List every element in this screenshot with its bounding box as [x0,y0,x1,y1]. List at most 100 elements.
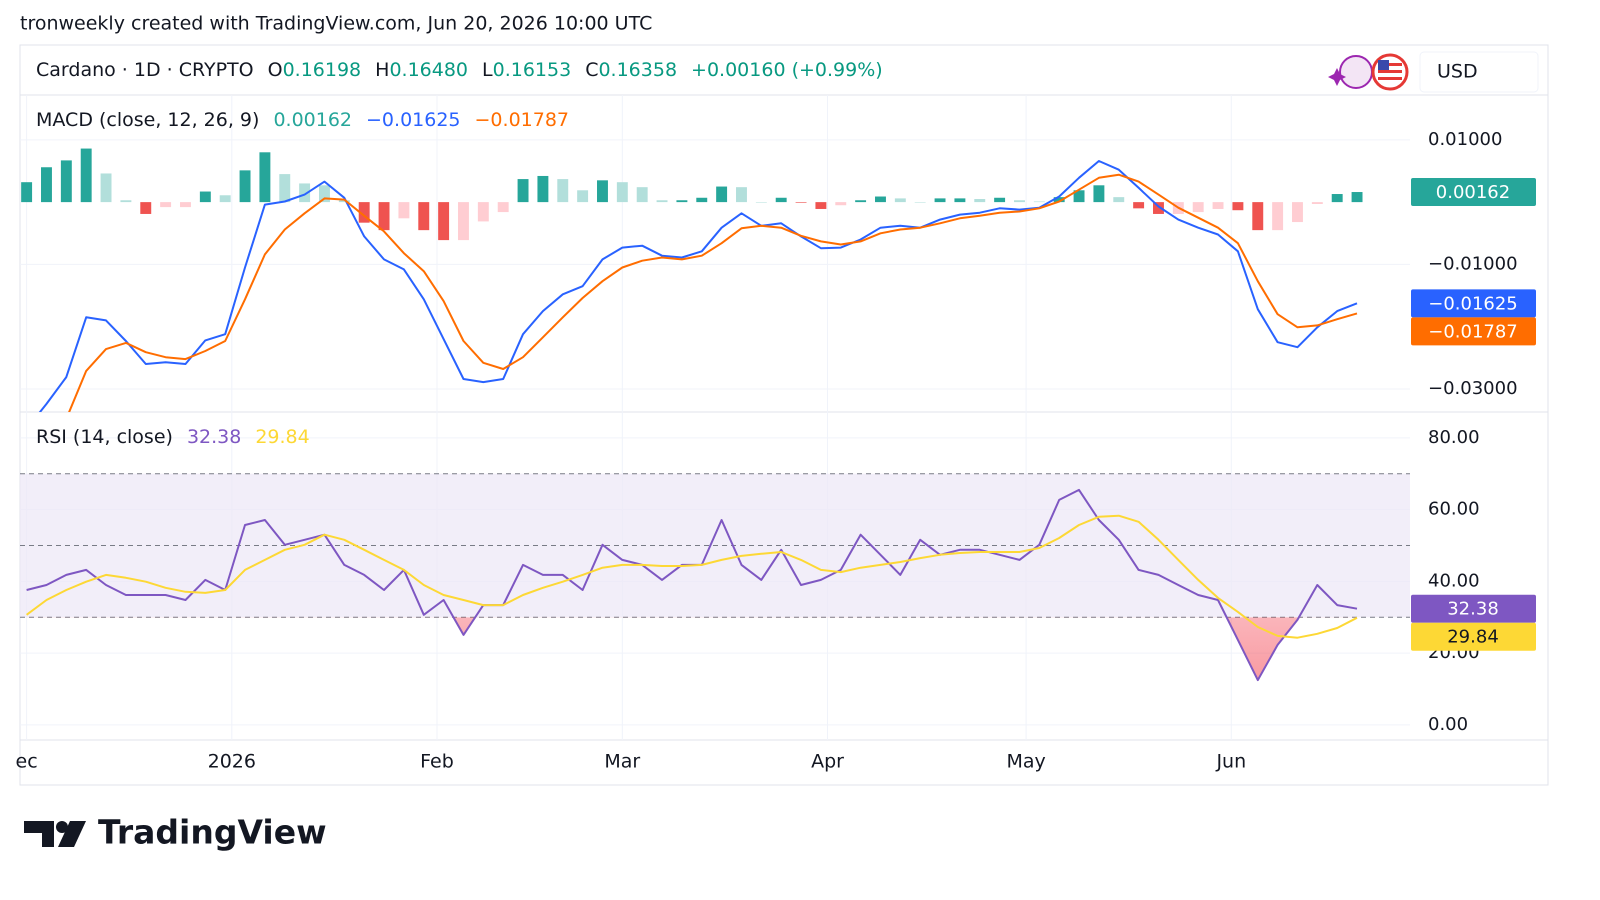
histogram-bar [199,191,211,203]
histogram-bar [378,202,390,231]
pane-legend: RSI (14, close) 32.38 29.84 [36,426,310,448]
histogram-bar [636,187,648,203]
histogram-bar [1351,192,1363,203]
pane-title: RSI (14, close) [36,426,173,448]
y-tick-label: 80.00 [1428,427,1480,448]
histogram-bar [497,202,509,213]
logo-mark [24,821,54,847]
histogram-bar [795,202,807,203]
pane [20,412,1410,740]
currency-box[interactable] [1419,51,1539,93]
icon [1328,68,1346,86]
x-tick-label: Feb [420,751,454,773]
histogram-bar [875,196,886,203]
symbol: Cardano · 1D · CRYPTO [36,59,254,81]
histogram-bar [1331,194,1343,203]
price-badge-label: −0.01787 [1428,321,1518,342]
histogram-bar [815,202,827,209]
y-tick-label: 40.00 [1428,570,1480,591]
y-tick-label: −0.01000 [1428,253,1518,274]
histogram-bar [1252,202,1264,231]
histogram-bar [1232,202,1244,211]
x-tick-label: ec [16,751,38,773]
histogram-bar [60,160,72,203]
x-tick-label: 2026 [208,751,256,773]
histogram-bar [458,202,469,241]
ohlc-value: 0.16358 [598,59,677,81]
histogram-bar [557,179,569,203]
histogram-bar [1212,202,1224,209]
histogram-bar [517,179,529,203]
ohlc-key: C [585,59,598,81]
histogram-bar [1311,202,1323,204]
x-tick-label: Jun [1215,751,1246,773]
ohlc-value: 0.16153 [493,59,572,81]
series-line [38,160,1358,412]
histogram-bar [1093,185,1105,203]
histogram-bar [577,190,589,203]
x-tick-label: May [1006,751,1045,773]
histogram-bar [676,200,688,203]
price-badge-label: 32.38 [1447,599,1499,620]
histogram-bar [994,197,1006,203]
histogram-bar [855,200,867,203]
symbol-row: Cardano · 1D · CRYPTO O0.16198 H0.16480 L0.… [36,59,883,81]
ohlc-value: 0.16480 [389,59,468,81]
price-badge [1411,594,1536,623]
histogram-bar [219,195,231,203]
logo: TradingView [24,813,327,852]
histogram-bar [398,202,410,219]
y-tick-label: 0.01000 [1428,129,1502,150]
legend-value: 32.38 [187,426,241,448]
logo-mark [56,821,68,833]
icon[interactable] [1339,55,1373,89]
legend-value: 29.84 [255,426,309,448]
histogram-bar [656,200,668,203]
histogram-bar [180,202,191,208]
x-tick-label: Mar [604,751,640,773]
logo-mark [58,821,86,847]
price-badge [1411,289,1536,318]
ohlc-value: 0.16198 [283,59,362,81]
price-badge [1411,622,1536,651]
currency[interactable]: USD [1437,61,1478,83]
chart-frame [19,44,1549,786]
histogram-bar [477,202,489,222]
histogram-bar [716,186,728,203]
histogram-bar [696,197,708,203]
icon [1378,63,1402,66]
histogram-bar [1033,201,1045,203]
caption: tronweekly created with TradingView.com,… [20,13,652,35]
legend-value: −0.01787 [475,109,570,131]
ohlc-key: H [375,59,389,81]
histogram-bar [100,173,112,203]
histogram-bar [1192,202,1204,213]
change: +0.00160 (+0.99%) [691,59,883,81]
histogram-bar [1133,202,1145,209]
histogram-bar [299,183,311,203]
histogram-bar [239,170,251,203]
histogram-bar [1014,200,1025,203]
logo-text: TradingView [98,813,327,852]
icon [1378,70,1402,73]
ohlc-key: L [482,59,493,81]
price-badge-label: 29.84 [1447,627,1499,648]
series-line [26,514,1358,639]
pane-legend: MACD (close, 12, 26, 9) 0.00162 −0.01625 −0… [36,109,569,131]
histogram-bar [934,198,946,203]
x-tick-label: Apr [811,751,844,773]
pane-title: MACD (close, 12, 26, 9) [36,109,259,131]
price-badge [1411,317,1536,346]
legend-value: 0.00162 [273,109,352,131]
histogram-bar [1272,202,1284,231]
histogram-bar [835,202,847,206]
histogram-bar [418,202,430,231]
toolbar-icons[interactable] [1328,53,1409,91]
histogram-bar [21,182,33,203]
icon [1378,77,1402,80]
histogram-bar [736,187,747,203]
histogram-bar [120,200,132,203]
